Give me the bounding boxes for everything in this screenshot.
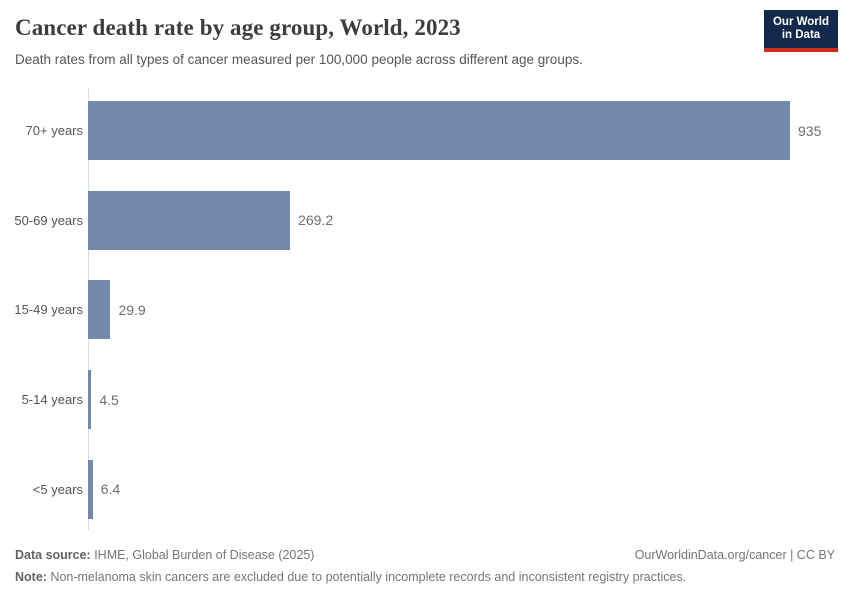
bar-track: 4.5 bbox=[88, 370, 850, 430]
value-label: 6.4 bbox=[100, 481, 121, 498]
owid-logo-line2: in Data bbox=[781, 29, 821, 41]
note-label: Note: bbox=[15, 569, 47, 584]
bar-row: 70+ years 935 bbox=[0, 86, 850, 176]
data-source-text: Data source: IHME, Global Burden of Dise… bbox=[15, 547, 314, 564]
bar[interactable] bbox=[88, 280, 111, 340]
chart-header: Cancer death rate by age group, World, 2… bbox=[15, 14, 750, 68]
category-label: 15-49 years bbox=[14, 302, 83, 318]
category-label: 70+ years bbox=[25, 123, 83, 139]
bar[interactable] bbox=[88, 190, 291, 250]
bar-track: 6.4 bbox=[88, 459, 850, 519]
category-label: 50-69 years bbox=[14, 212, 83, 228]
footer-note-line: Note: Non-melanoma skin cancers are excl… bbox=[15, 569, 835, 586]
chart-title: Cancer death rate by age group, World, 2… bbox=[15, 15, 461, 40]
value-label: 29.9 bbox=[118, 301, 146, 318]
value-label: 4.5 bbox=[99, 391, 119, 408]
bar-row: 50-69 years 269.2 bbox=[0, 176, 850, 266]
bar-track: 269.2 bbox=[88, 190, 850, 250]
bar-row: 5-14 years 4.5 bbox=[0, 355, 850, 445]
bar-chart: 70+ years 935 50-69 years 269.2 15-49 years 2… bbox=[0, 86, 850, 534]
owid-cc-link[interactable]: OurWorldinData.org/cancer | CC BY bbox=[634, 548, 835, 562]
footer-source-line: Data source: IHME, Global Burden of Dise… bbox=[15, 547, 835, 564]
value-label: 269.2 bbox=[298, 212, 334, 229]
category-label: <5 years bbox=[32, 481, 83, 497]
bar-track: 935 bbox=[88, 101, 850, 161]
bar[interactable] bbox=[88, 459, 93, 519]
note-text: Non-melanoma skin cancers are excluded d… bbox=[46, 569, 687, 584]
bar[interactable] bbox=[88, 370, 92, 430]
data-source-value: IHME, Global Burden of Disease (2025) bbox=[90, 548, 315, 562]
bar-row: 15-49 years 29.9 bbox=[0, 265, 850, 355]
chart-subtitle: Death rates from all types of cancer mea… bbox=[15, 51, 583, 67]
bar[interactable] bbox=[88, 101, 790, 161]
owid-logo-line1: Our World bbox=[772, 16, 829, 28]
category-label: 5-14 years bbox=[21, 392, 83, 408]
owid-logo[interactable]: Our World in Data bbox=[764, 10, 838, 52]
bar-track: 29.9 bbox=[88, 280, 850, 340]
value-label: 935 bbox=[798, 122, 822, 139]
bar-row: <5 years 6.4 bbox=[0, 444, 850, 534]
data-source-label: Data source: bbox=[15, 548, 91, 562]
chart-footer: Data source: IHME, Global Burden of Dise… bbox=[15, 547, 835, 586]
